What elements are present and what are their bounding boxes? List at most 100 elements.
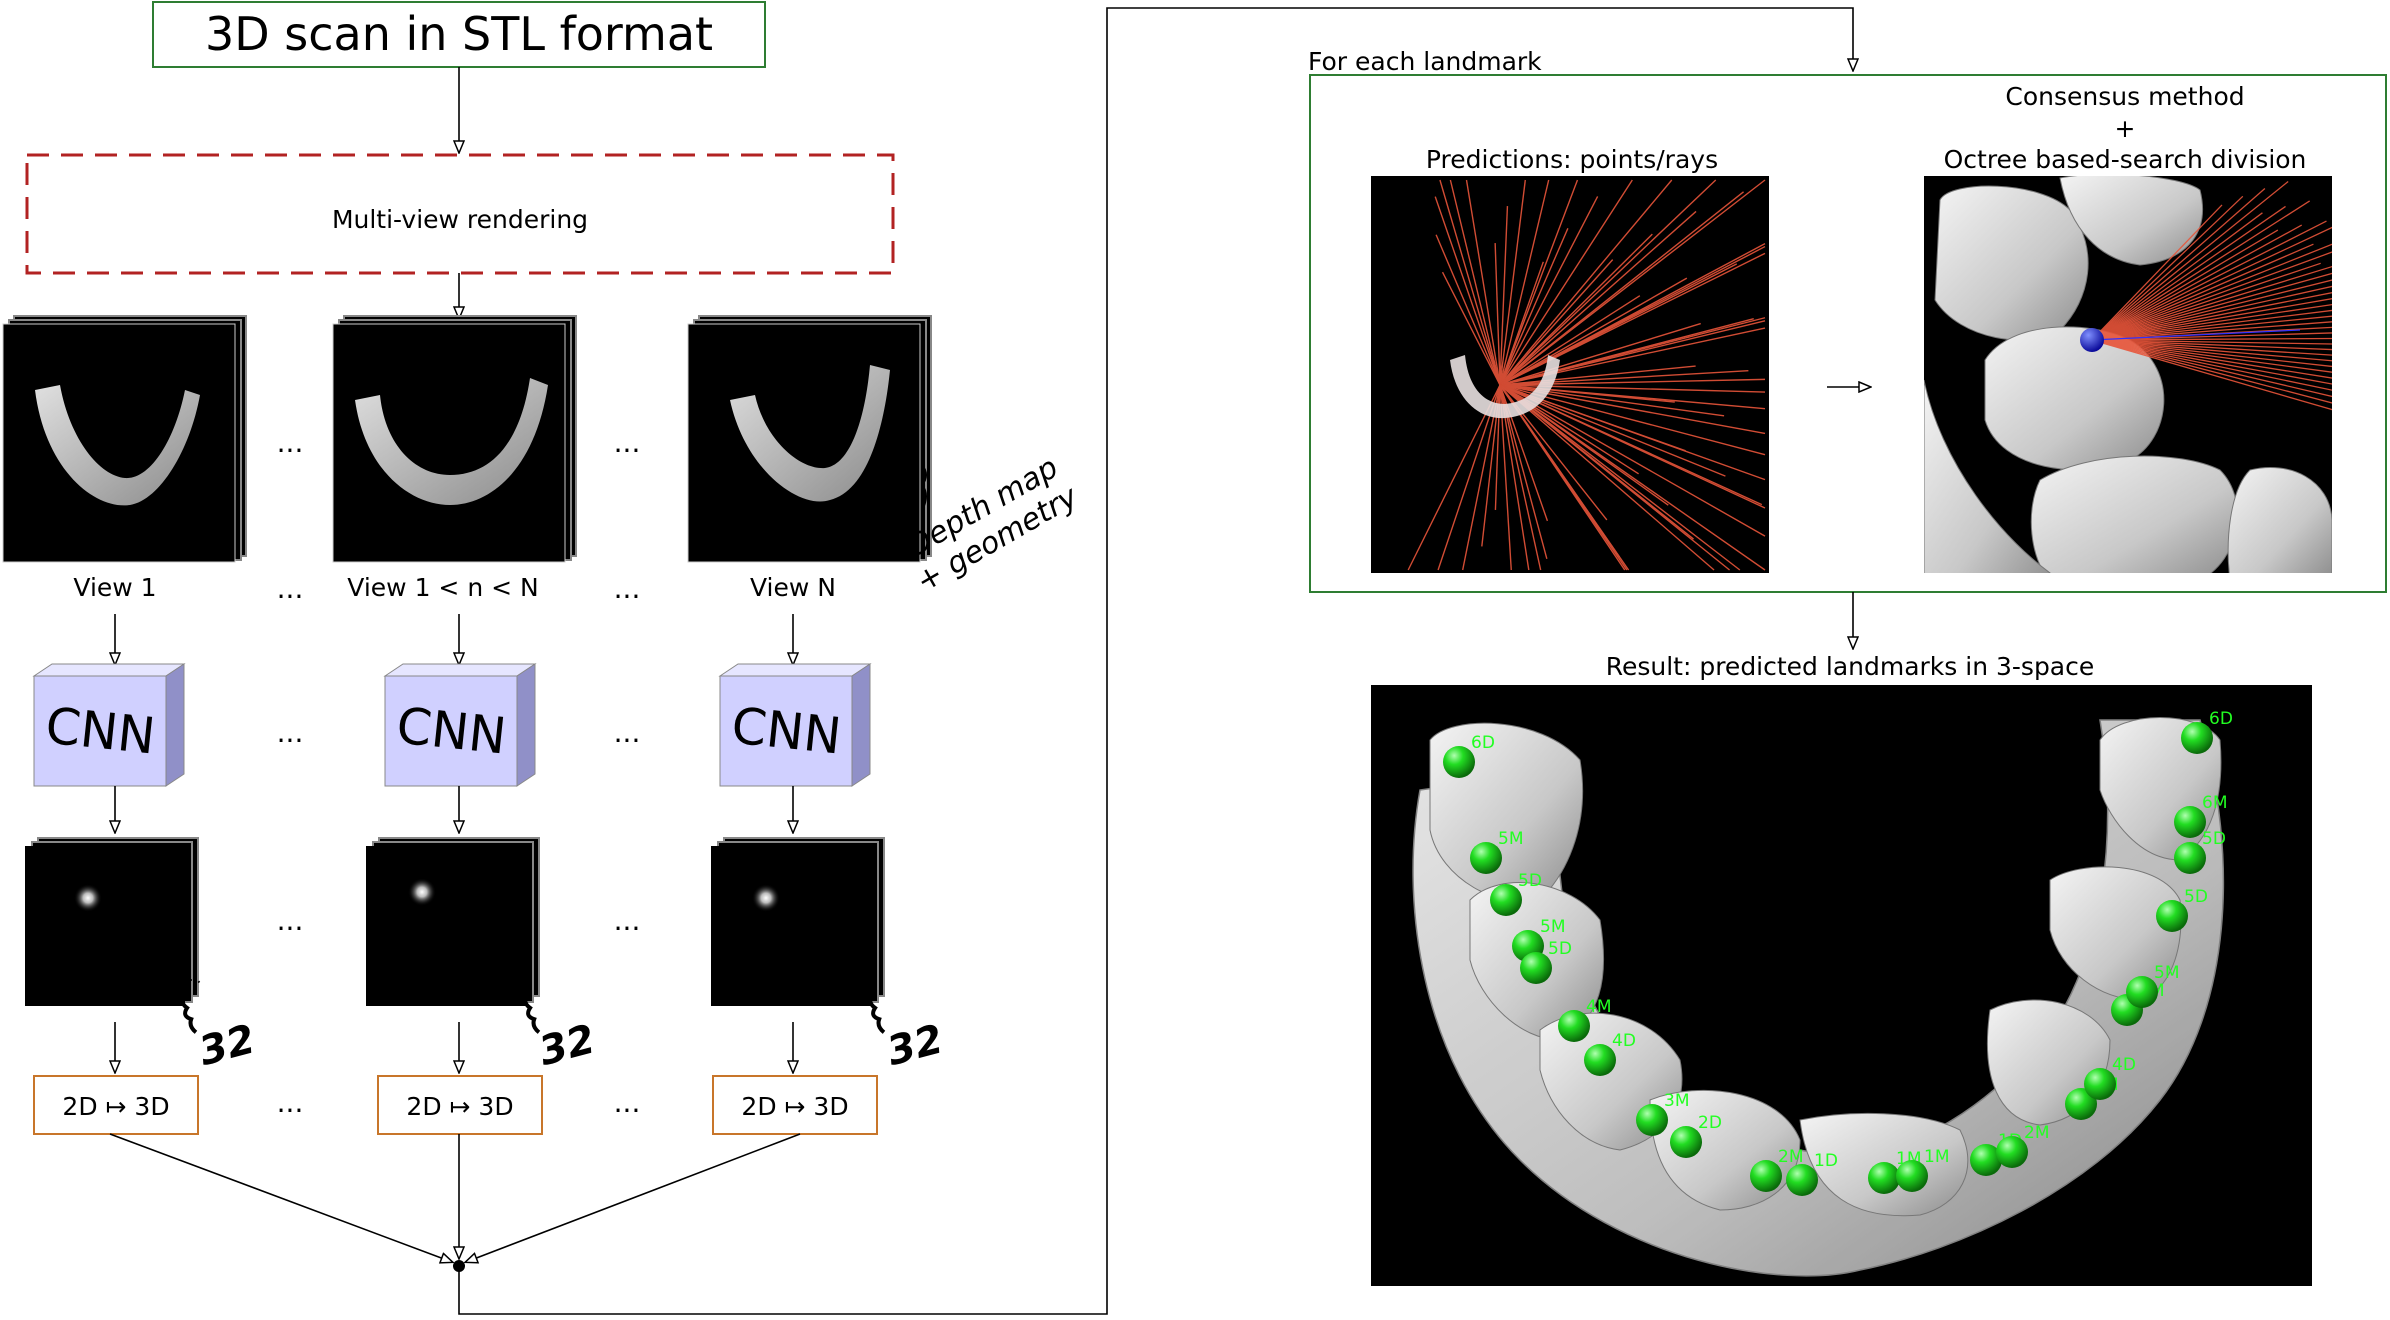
landmark-sphere <box>1584 1044 1616 1076</box>
consensus-ray-line <box>2091 200 2311 341</box>
consensus-ray-line <box>2091 251 2332 341</box>
landmark-sphere <box>2126 976 2158 1008</box>
heatmap-stack-n <box>366 837 540 1006</box>
ray-line <box>1499 233 1653 386</box>
svg-text:2D ↦ 3D: 2D ↦ 3D <box>406 1092 513 1121</box>
landmark-label: 1M <box>1924 1147 1949 1167</box>
ray-line <box>1499 179 1526 386</box>
svg-text:...: ... <box>277 426 304 459</box>
consensus-title-line-2: + <box>2115 114 2136 143</box>
landmark-label: 4M <box>1586 997 1611 1017</box>
depth-map-view-n <box>332 315 577 563</box>
ray-line <box>1499 384 1741 571</box>
ray-line <box>1499 179 1579 386</box>
consensus-title-line-3: Octree based-search division <box>1944 145 2307 174</box>
consensus-ray-line <box>2091 339 2332 385</box>
cnn-block-last: CNN <box>718 663 872 787</box>
consensus-ray-line <box>2091 212 2263 341</box>
consensus-ray-line <box>2091 339 2332 411</box>
landmark-sphere <box>1520 952 1552 984</box>
svg-text:...: ... <box>277 572 304 605</box>
consensus-ray-line <box>2091 309 2332 341</box>
multi-view-rendering-box: Multi-view rendering <box>25 153 895 275</box>
depth-brace <box>920 464 927 511</box>
consensus-ray-line <box>2091 315 2332 341</box>
consensus-ray-line <box>2091 339 2332 345</box>
ray-line <box>1499 384 1763 506</box>
svg-text:...: ... <box>277 904 304 937</box>
landmark-label: 2M <box>1778 1147 1803 1167</box>
consensus-ray-line <box>2091 262 2321 341</box>
landmark-sphere <box>1558 1010 1590 1042</box>
ray-line <box>1499 295 1641 386</box>
landmark-sphere <box>2084 1068 2116 1100</box>
predictions-image <box>1371 176 1769 573</box>
consensus-ray-line <box>2091 226 2332 341</box>
svg-text:...: ... <box>614 426 641 459</box>
ray-line <box>1499 259 1614 386</box>
ray-line <box>1499 322 1701 386</box>
landmark-label: 3M <box>1664 1091 1689 1111</box>
ray-line <box>1499 206 1509 386</box>
svg-text:32: 32 <box>194 1016 260 1075</box>
landmark-sphere <box>1470 842 1502 874</box>
ray-line <box>1407 384 1501 571</box>
consensus-ray-line <box>2091 243 2314 341</box>
merge-arrow-last <box>466 1133 801 1262</box>
landmark-label: 6D <box>1471 733 1495 753</box>
consensus-ray-line <box>2091 337 2332 341</box>
consensus-ray-line <box>2091 272 2332 341</box>
ray-line <box>1499 384 1626 571</box>
depth-map-view-last <box>687 315 932 563</box>
channel-count-last: 32 <box>868 995 948 1075</box>
consensus-ray-line <box>2091 243 2332 341</box>
ray-line <box>1499 384 1766 537</box>
cnn-block-1: CNN <box>32 663 186 787</box>
lift-box-1: 2D ↦ 3D <box>33 1075 199 1135</box>
consensus-ray-line <box>2091 229 2279 341</box>
view-last-label: View N <box>750 573 836 602</box>
consensus-ray-line <box>2091 285 2332 341</box>
ray-line <box>1499 252 1766 386</box>
svg-text:CNN: CNN <box>43 696 158 765</box>
consensus-ray-line <box>2091 339 2332 362</box>
ray-line <box>1499 228 1569 386</box>
ray-line <box>1499 243 1766 386</box>
view-n-label: View 1 < n < N <box>347 573 538 602</box>
ray-line <box>1499 210 1697 386</box>
landmark-label: 4D <box>2112 1055 2136 1075</box>
svg-text:2D ↦ 3D: 2D ↦ 3D <box>741 1092 848 1121</box>
view-1-label: View 1 <box>73 573 156 602</box>
consensus-ray-line <box>2091 204 2223 341</box>
stl-input-box: 3D scan in STL format <box>152 1 766 68</box>
consensus-ray-line <box>2091 303 2332 341</box>
ellipsis-column-2: ... ... ... ... ... <box>614 426 641 1119</box>
ray-line <box>1499 261 1544 386</box>
title-text: 3D scan in STL format <box>205 7 713 61</box>
landmark-label: 1D <box>1814 1151 1838 1171</box>
svg-text:32: 32 <box>534 1016 600 1075</box>
svg-text:...: ... <box>614 572 641 605</box>
ray-line <box>1499 384 1675 403</box>
landmark-sphere <box>2174 806 2206 838</box>
svg-text:32: 32 <box>882 1016 948 1075</box>
svg-text:2D ↦ 3D: 2D ↦ 3D <box>62 1092 169 1121</box>
ray-line <box>1449 179 1501 386</box>
heatmap-stack-1 <box>25 837 201 1006</box>
landmark-sphere <box>1896 1160 1928 1192</box>
landmark-sphere <box>2065 1088 2097 1120</box>
heatmap-stack-last <box>711 837 885 1006</box>
rendering-label: Multi-view rendering <box>332 205 588 234</box>
consensus-image <box>1924 176 2332 573</box>
landmark-label: 6M <box>2202 793 2227 813</box>
landmark-sphere <box>2174 842 2206 874</box>
consensus-ray-line <box>2091 220 2327 341</box>
landmark-label: 2D <box>1698 1113 1722 1133</box>
ray-line <box>1499 384 1731 571</box>
ray-line <box>1499 384 1715 571</box>
landmark-sphere <box>1636 1104 1668 1136</box>
ray-line <box>1499 196 1599 386</box>
ray-line <box>1434 196 1501 386</box>
landmark-sphere <box>2181 722 2213 754</box>
landmark-label: 5D <box>1548 939 1572 959</box>
